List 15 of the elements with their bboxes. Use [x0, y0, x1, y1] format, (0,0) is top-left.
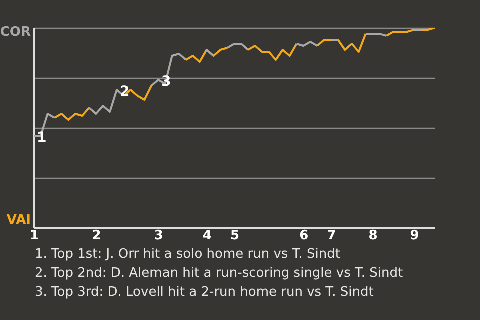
annotation: 1 [37, 130, 47, 146]
x-tick-label: 2 [92, 228, 102, 244]
text: VAI [6, 213, 31, 228]
x-tick-label: 6 [300, 228, 309, 244]
x-tick-label: 3 [154, 228, 164, 244]
x-tick-label: 5 [230, 228, 240, 244]
x-tick-label: 1 [30, 228, 40, 244]
x-tick-label: 4 [202, 228, 212, 244]
text: 2. Top 2nd: D. Aleman hit a run-scoring single vs T. Sindt [35, 266, 404, 281]
x-tick-label: 7 [327, 228, 336, 244]
x-tick-label: 8 [368, 228, 378, 244]
text: COR [0, 25, 31, 40]
x-tick-label: 9 [410, 228, 420, 244]
text: 3. Top 3rd: D. Lovell hit a 2-run home run vs T. Sindt [35, 285, 374, 300]
text: 1. Top 1st: J. Orr hit a solo home run vs T. Sindt [35, 247, 340, 262]
